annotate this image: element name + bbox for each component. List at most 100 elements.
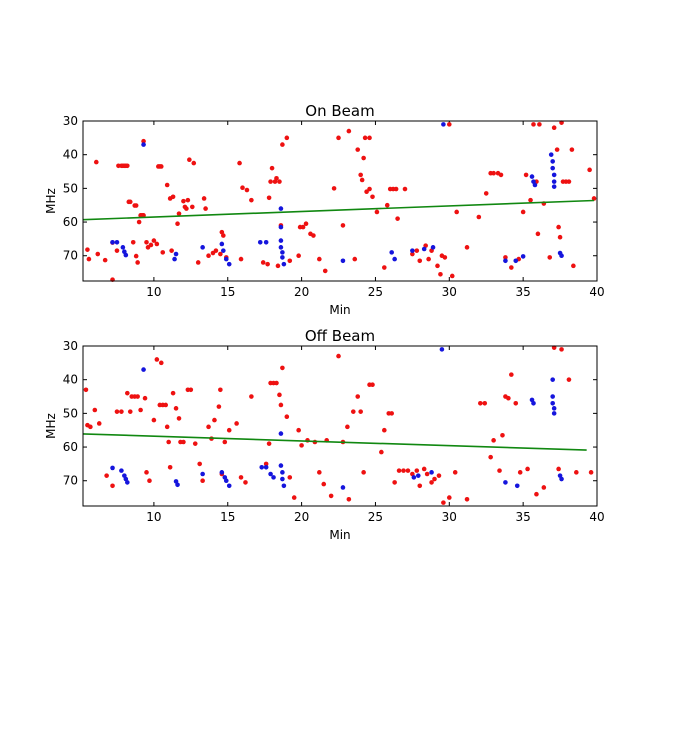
off-beam-red-point: [551, 345, 557, 350]
off-beam-red-point: [525, 466, 530, 472]
off-beam-red-point: [345, 424, 350, 430]
off-beam-red-point: [181, 439, 186, 445]
on-beam-x-tick-label: 40: [589, 285, 604, 299]
off-beam-red-point: [574, 470, 579, 475]
off-beam-blue-point: [411, 475, 417, 480]
on-beam-red-point: [535, 231, 541, 237]
on-beam-panel: On Beam MHz Min 10 15 20 25 30 35 40 30 40 50 60 70: [44, 102, 605, 317]
off-beam-blue-point: [503, 480, 508, 485]
off-beam-blue-point: [259, 464, 265, 470]
off-beam-blue-point: [531, 400, 536, 406]
on-beam-red-point: [135, 260, 140, 265]
off-beam-red-point: [144, 470, 149, 475]
on-beam-red-point: [520, 209, 526, 215]
off-beam-red-point: [192, 441, 198, 446]
on-beam-red-point: [528, 197, 533, 203]
off-beam-red-point: [167, 464, 173, 470]
off-beam-red-point: [243, 480, 248, 485]
on-beam-red-point: [367, 135, 372, 141]
on-beam-red-point: [364, 189, 369, 195]
off-beam-red-point: [336, 353, 341, 359]
off-beam-red-point: [361, 470, 366, 475]
on-beam-y-tick-label: 40: [63, 148, 78, 162]
off-beam-red-point: [147, 478, 152, 484]
on-beam-red-point: [362, 135, 368, 141]
off-beam-red-point: [266, 441, 272, 446]
off-beam-blue-point: [263, 464, 269, 470]
off-beam-red-point: [436, 473, 442, 478]
off-beam-blue-point: [439, 347, 445, 352]
off-beam-y-tick-label: 70: [63, 474, 78, 488]
on-beam-x-tick-label: 35: [516, 285, 531, 299]
on-beam-red-point: [114, 248, 120, 253]
off-beam-axes-frame: [82, 345, 598, 507]
off-beam-red-point: [135, 394, 140, 399]
on-beam-red-point: [93, 159, 99, 165]
on-beam-red-point: [181, 198, 186, 204]
off-beam-red-point: [296, 427, 301, 433]
off-beam-red-point: [188, 387, 194, 393]
on-beam-red-point: [317, 256, 322, 262]
on-beam-blue-point: [226, 261, 232, 267]
on-beam-axes-frame: [82, 120, 598, 282]
off-beam-red-point: [370, 382, 375, 388]
off-beam-red-point: [401, 468, 406, 473]
off-beam-x-tick-label: 25: [368, 510, 383, 524]
off-beam-blue-point: [271, 475, 276, 480]
off-beam-blue-point: [226, 483, 232, 489]
on-beam-red-point: [136, 219, 142, 225]
on-beam-red-point: [491, 170, 496, 176]
on-beam-red-point: [566, 179, 572, 184]
on-beam-red-point: [184, 206, 189, 211]
off-beam-red-point: [216, 404, 222, 409]
off-beam-red-point: [127, 409, 133, 414]
off-beam-red-point: [92, 407, 98, 413]
off-beam-blue-point: [110, 465, 115, 471]
on-beam-red-point: [160, 250, 166, 255]
on-beam-red-point: [322, 268, 328, 274]
off-beam-blue-point: [278, 463, 284, 468]
off-beam-blue-point: [551, 406, 557, 411]
on-beam-blue-point: [219, 241, 225, 247]
on-beam-red-point: [206, 253, 211, 259]
on-beam-red-point: [274, 175, 279, 181]
on-beam-red-point: [587, 167, 592, 173]
on-beam-red-point: [266, 195, 272, 201]
on-beam-red-point: [158, 164, 164, 169]
on-beam-blue-point: [263, 239, 269, 245]
on-beam-blue-point: [389, 250, 394, 255]
off-beam-red-point: [138, 407, 143, 413]
on-beam-red-point: [280, 142, 285, 147]
on-beam-red-point: [361, 155, 366, 161]
on-beam-red-point: [346, 128, 352, 134]
on-beam-red-point: [571, 263, 576, 269]
off-beam-red-point: [114, 409, 120, 414]
off-beam-blue-point: [125, 480, 130, 485]
on-beam-ticks: 10 15 20 25 30 35 40 30 40 50 60 70: [63, 114, 605, 299]
off-beam-red-point: [212, 417, 217, 423]
off-beam-blue-point: [429, 470, 434, 475]
off-beam-blue-point: [268, 471, 273, 477]
off-beam-trend-line: [82, 433, 587, 451]
on-beam-red-point: [367, 186, 372, 192]
on-beam-red-point: [296, 253, 301, 259]
off-beam-red-point: [497, 468, 502, 473]
off-beam-xlabel: Min: [329, 528, 350, 542]
on-beam-blue-point: [520, 254, 526, 259]
on-beam-blue-point: [123, 252, 129, 258]
off-beam-red-point: [452, 470, 458, 475]
on-beam-red-point: [144, 239, 149, 245]
on-beam-blue-point: [200, 245, 205, 250]
off-beam-red-point: [104, 473, 109, 478]
off-beam-red-point: [218, 387, 223, 393]
off-beam-red-point: [163, 402, 169, 408]
on-beam-red-point: [176, 211, 182, 216]
off-beam-blue-point: [200, 471, 205, 477]
on-beam-red-point: [503, 255, 508, 260]
on-beam-red-point: [240, 185, 245, 190]
on-beam-blue-point: [503, 258, 508, 264]
on-beam-red-point: [476, 214, 482, 220]
off-beam-red-point: [164, 424, 170, 430]
on-beam-red-point: [442, 255, 448, 260]
